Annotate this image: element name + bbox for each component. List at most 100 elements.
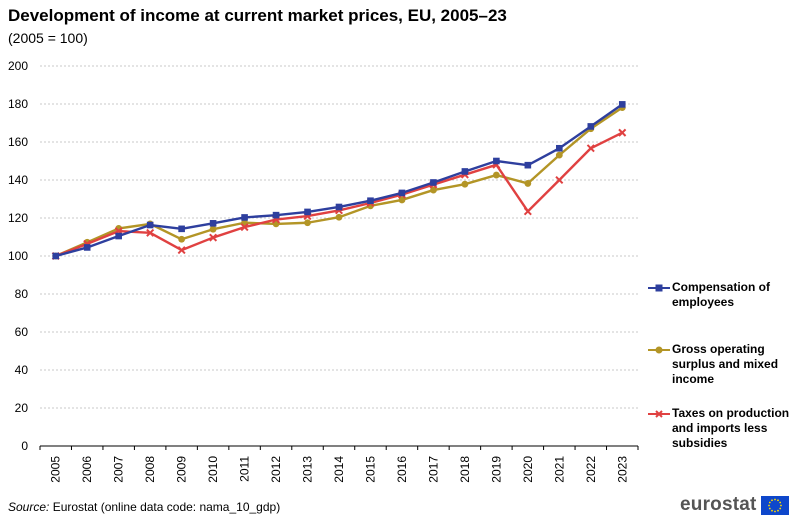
source-prefix: Source:	[8, 500, 50, 514]
point-compensation-2019	[493, 157, 500, 165]
point-gross-operating-surplus-2013	[304, 219, 311, 227]
x-tick-label-2023: 2023	[615, 456, 629, 483]
series-line-gross-operating-surplus	[55, 106, 623, 258]
point-compensation-2018	[461, 168, 469, 175]
point-taxes-2021	[555, 175, 564, 185]
point-compensation-2009	[178, 225, 185, 233]
axes: 0 20 40 60 80 100 120 140 160 180 200 2005 2006 2007 2…	[8, 59, 639, 483]
point-compensation-2013	[304, 208, 311, 216]
eurostat-logo: eurostat	[680, 494, 789, 516]
point-compensation-2017	[430, 179, 437, 186]
point-taxes-2020	[523, 207, 532, 216]
point-taxes-2008	[146, 228, 155, 237]
x-tick-label-2014: 2014	[332, 456, 346, 483]
point-compensation-2014	[335, 203, 343, 211]
flag-star	[768, 501, 771, 503]
point-gross-operating-surplus-2009	[178, 235, 186, 243]
x-tick-label-2005: 2005	[49, 456, 63, 483]
x-tick-label-2013: 2013	[301, 456, 315, 483]
y-tick-label-120: 120	[8, 211, 28, 225]
x-tick-label-2016: 2016	[395, 456, 409, 483]
x-tick-label-2018: 2018	[458, 456, 472, 483]
x-tick-label-2015: 2015	[363, 456, 377, 483]
point-taxes-2011	[240, 223, 249, 232]
flag-star	[773, 510, 776, 512]
legend-label-gross-operating-surplus: Gross operating surplus and mixed income	[672, 342, 779, 386]
legend-swatch-compensation	[648, 284, 670, 292]
point-gross-operating-surplus-2019	[492, 171, 500, 179]
point-gross-operating-surplus-2010	[209, 225, 217, 233]
series-lines	[51, 101, 627, 261]
point-compensation-2006	[83, 244, 91, 251]
flag-star	[767, 504, 770, 506]
legend-label-compensation: Compensation of employees	[672, 280, 770, 309]
point-gross-operating-surplus-2017	[430, 186, 437, 194]
point-taxes-2010	[209, 233, 218, 242]
x-tick-label-2012: 2012	[269, 456, 283, 483]
y-tick-label-140: 140	[8, 173, 28, 187]
legend-swatch-gross-operating-surplus	[648, 346, 670, 354]
flag-star	[779, 504, 782, 506]
x-tick-label-2022: 2022	[584, 456, 598, 483]
point-compensation-2016	[398, 189, 406, 197]
point-compensation-2011	[241, 214, 248, 221]
flag-star	[770, 498, 773, 501]
logo-text: eurostat	[680, 494, 757, 515]
y-tick-label-160: 160	[8, 135, 28, 149]
point-gross-operating-surplus-2018	[461, 180, 469, 188]
y-tick-label-200: 200	[8, 59, 28, 73]
legend-item-compensation: Compensation of employees	[648, 280, 800, 310]
source-text: Eurostat (online data code: nama_10_gdp)	[49, 500, 281, 514]
legend-item-gross-operating-surplus: Gross operating surplus and mixed income	[648, 342, 800, 387]
flag-star	[778, 507, 781, 509]
x-tick-label-2021: 2021	[552, 456, 566, 483]
series-gross-operating-surplus	[52, 104, 626, 260]
y-tick-label-180: 180	[8, 97, 28, 111]
flag-star	[776, 498, 779, 501]
gridlines	[40, 65, 638, 409]
flag-star	[773, 498, 776, 500]
y-tick-label-60: 60	[15, 325, 29, 339]
flag-star	[768, 507, 771, 509]
point-compensation-2021	[556, 144, 563, 152]
x-tick-label-2008: 2008	[143, 456, 157, 483]
point-compensation-2020	[524, 161, 532, 169]
flag-star	[778, 501, 781, 503]
point-compensation-2022	[587, 123, 595, 130]
point-gross-operating-surplus-2021	[555, 151, 563, 159]
x-tick-label-2009: 2009	[175, 456, 189, 483]
point-compensation-2007	[115, 232, 122, 240]
point-compensation-2023	[618, 101, 626, 108]
x-tick-label-2011: 2011	[238, 456, 252, 482]
point-compensation-2012	[272, 211, 280, 219]
point-compensation-2008	[146, 221, 154, 229]
eu-flag-icon	[760, 495, 789, 515]
point-gross-operating-surplus-2016	[398, 196, 406, 204]
x-tick-label-2019: 2019	[489, 456, 503, 483]
legend-swatch-taxes	[648, 410, 670, 418]
x-tick-label-2017: 2017	[426, 456, 440, 483]
x-tick-label-2020: 2020	[521, 456, 535, 483]
flag-star	[770, 509, 773, 512]
series-taxes	[51, 128, 627, 261]
point-taxes-2023	[618, 128, 627, 137]
x-tick-label-2007: 2007	[112, 456, 126, 483]
source-note: Source: Eurostat (online data code: nama…	[8, 500, 280, 514]
legend-label-taxes: Taxes on production and imports less sub…	[672, 406, 790, 450]
series-compensation	[52, 101, 626, 260]
chart-subtitle: (2005 = 100)	[8, 30, 88, 46]
point-taxes-2009	[177, 246, 186, 255]
y-tick-label-80: 80	[15, 287, 29, 301]
point-compensation-2015	[367, 197, 374, 205]
point-compensation-2010	[209, 220, 217, 227]
y-tick-label-0: 0	[21, 439, 28, 453]
point-compensation-2005	[52, 252, 60, 260]
legend-item-taxes: Taxes on production and imports less sub…	[648, 406, 800, 451]
point-gross-operating-surplus-2014	[335, 213, 343, 221]
point-taxes-2022	[586, 144, 595, 153]
series-line-taxes	[55, 131, 623, 258]
point-gross-operating-surplus-2020	[524, 180, 532, 187]
x-tick-label-2006: 2006	[80, 456, 94, 483]
y-tick-label-100: 100	[8, 249, 28, 263]
